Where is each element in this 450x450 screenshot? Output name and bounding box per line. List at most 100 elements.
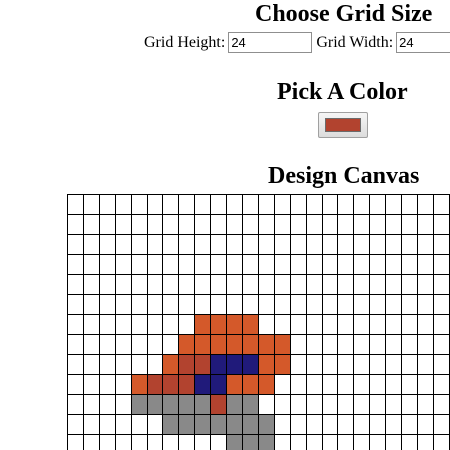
grid-cell[interactable] xyxy=(321,374,339,395)
grid-cell[interactable] xyxy=(401,354,418,375)
grid-cell[interactable] xyxy=(337,434,355,450)
grid-cell[interactable] xyxy=(369,434,387,450)
grid-cell[interactable] xyxy=(241,234,259,255)
grid-cell[interactable] xyxy=(178,414,196,435)
grid-cell[interactable] xyxy=(321,354,339,375)
grid-cell[interactable] xyxy=(401,234,418,255)
grid-cell[interactable] xyxy=(385,214,403,235)
color-picker-button[interactable] xyxy=(318,112,368,138)
grid-cell[interactable] xyxy=(353,194,371,215)
grid-cell[interactable] xyxy=(305,194,323,215)
grid-cell[interactable] xyxy=(257,194,275,215)
grid-cell[interactable] xyxy=(210,294,228,315)
grid-cell[interactable] xyxy=(194,314,212,335)
grid-cell[interactable] xyxy=(241,194,259,215)
grid-cell[interactable] xyxy=(385,234,403,255)
grid-cell[interactable] xyxy=(194,254,212,275)
grid-cell[interactable] xyxy=(337,414,355,435)
grid-cell[interactable] xyxy=(401,414,418,435)
grid-cell[interactable] xyxy=(67,234,84,255)
grid-cell[interactable] xyxy=(210,314,228,335)
grid-cell[interactable] xyxy=(321,294,339,315)
grid-cell[interactable] xyxy=(337,214,355,235)
grid-cell[interactable] xyxy=(257,434,275,450)
grid-cell[interactable] xyxy=(82,434,100,450)
grid-cell[interactable] xyxy=(67,334,84,355)
grid-cell[interactable] xyxy=(162,354,180,375)
grid-cell[interactable] xyxy=(257,234,275,255)
grid-width-input[interactable] xyxy=(396,32,450,53)
grid-cell[interactable] xyxy=(226,354,243,375)
grid-cell[interactable] xyxy=(401,274,418,295)
grid-height-input[interactable] xyxy=(228,32,313,53)
grid-cell[interactable] xyxy=(401,394,418,415)
grid-cell[interactable] xyxy=(146,414,164,435)
grid-cell[interactable] xyxy=(210,334,228,355)
grid-cell[interactable] xyxy=(67,314,84,335)
grid-cell[interactable] xyxy=(416,214,434,235)
grid-cell[interactable] xyxy=(178,354,196,375)
grid-cell[interactable] xyxy=(226,414,243,435)
grid-cell[interactable] xyxy=(194,334,212,355)
grid-cell[interactable] xyxy=(369,214,387,235)
grid-cell[interactable] xyxy=(146,234,164,255)
grid-cell[interactable] xyxy=(305,274,323,295)
grid-cell[interactable] xyxy=(369,274,387,295)
grid-cell[interactable] xyxy=(241,354,259,375)
grid-cell[interactable] xyxy=(401,254,418,275)
grid-cell[interactable] xyxy=(114,354,132,375)
grid-cell[interactable] xyxy=(67,254,84,275)
grid-cell[interactable] xyxy=(305,254,323,275)
grid-cell[interactable] xyxy=(130,294,148,315)
grid-cell[interactable] xyxy=(194,234,212,255)
grid-cell[interactable] xyxy=(114,394,132,415)
grid-cell[interactable] xyxy=(321,234,339,255)
grid-cell[interactable] xyxy=(369,394,387,415)
grid-cell[interactable] xyxy=(98,434,116,450)
grid-cell[interactable] xyxy=(146,274,164,295)
grid-cell[interactable] xyxy=(337,194,355,215)
grid-cell[interactable] xyxy=(210,274,228,295)
grid-cell[interactable] xyxy=(257,334,275,355)
grid-cell[interactable] xyxy=(305,214,323,235)
grid-cell[interactable] xyxy=(146,214,164,235)
grid-cell[interactable] xyxy=(67,414,84,435)
grid-cell[interactable] xyxy=(273,314,291,335)
grid-cell[interactable] xyxy=(82,414,100,435)
grid-cell[interactable] xyxy=(130,394,148,415)
grid-cell[interactable] xyxy=(273,194,291,215)
grid-cell[interactable] xyxy=(67,434,84,450)
grid-cell[interactable] xyxy=(273,234,291,255)
grid-cell[interactable] xyxy=(289,354,307,375)
grid-cell[interactable] xyxy=(114,334,132,355)
grid-cell[interactable] xyxy=(67,194,84,215)
grid-cell[interactable] xyxy=(321,334,339,355)
grid-cell[interactable] xyxy=(416,294,434,315)
grid-cell[interactable] xyxy=(241,294,259,315)
grid-cell[interactable] xyxy=(432,234,450,255)
grid-cell[interactable] xyxy=(321,254,339,275)
grid-cell[interactable] xyxy=(321,274,339,295)
grid-cell[interactable] xyxy=(226,274,243,295)
grid-cell[interactable] xyxy=(416,274,434,295)
grid-cell[interactable] xyxy=(210,374,228,395)
grid-cell[interactable] xyxy=(432,354,450,375)
grid-cell[interactable] xyxy=(210,194,228,215)
grid-cell[interactable] xyxy=(162,294,180,315)
grid-cell[interactable] xyxy=(353,294,371,315)
grid-cell[interactable] xyxy=(385,254,403,275)
grid-cell[interactable] xyxy=(369,354,387,375)
grid-cell[interactable] xyxy=(82,314,100,335)
grid-cell[interactable] xyxy=(82,354,100,375)
grid-cell[interactable] xyxy=(273,214,291,235)
grid-cell[interactable] xyxy=(432,254,450,275)
grid-cell[interactable] xyxy=(114,214,132,235)
grid-cell[interactable] xyxy=(321,394,339,415)
grid-cell[interactable] xyxy=(337,234,355,255)
grid-cell[interactable] xyxy=(114,234,132,255)
grid-cell[interactable] xyxy=(353,434,371,450)
grid-cell[interactable] xyxy=(162,254,180,275)
grid-cell[interactable] xyxy=(416,354,434,375)
grid-cell[interactable] xyxy=(369,314,387,335)
design-canvas-grid[interactable] xyxy=(67,194,450,450)
